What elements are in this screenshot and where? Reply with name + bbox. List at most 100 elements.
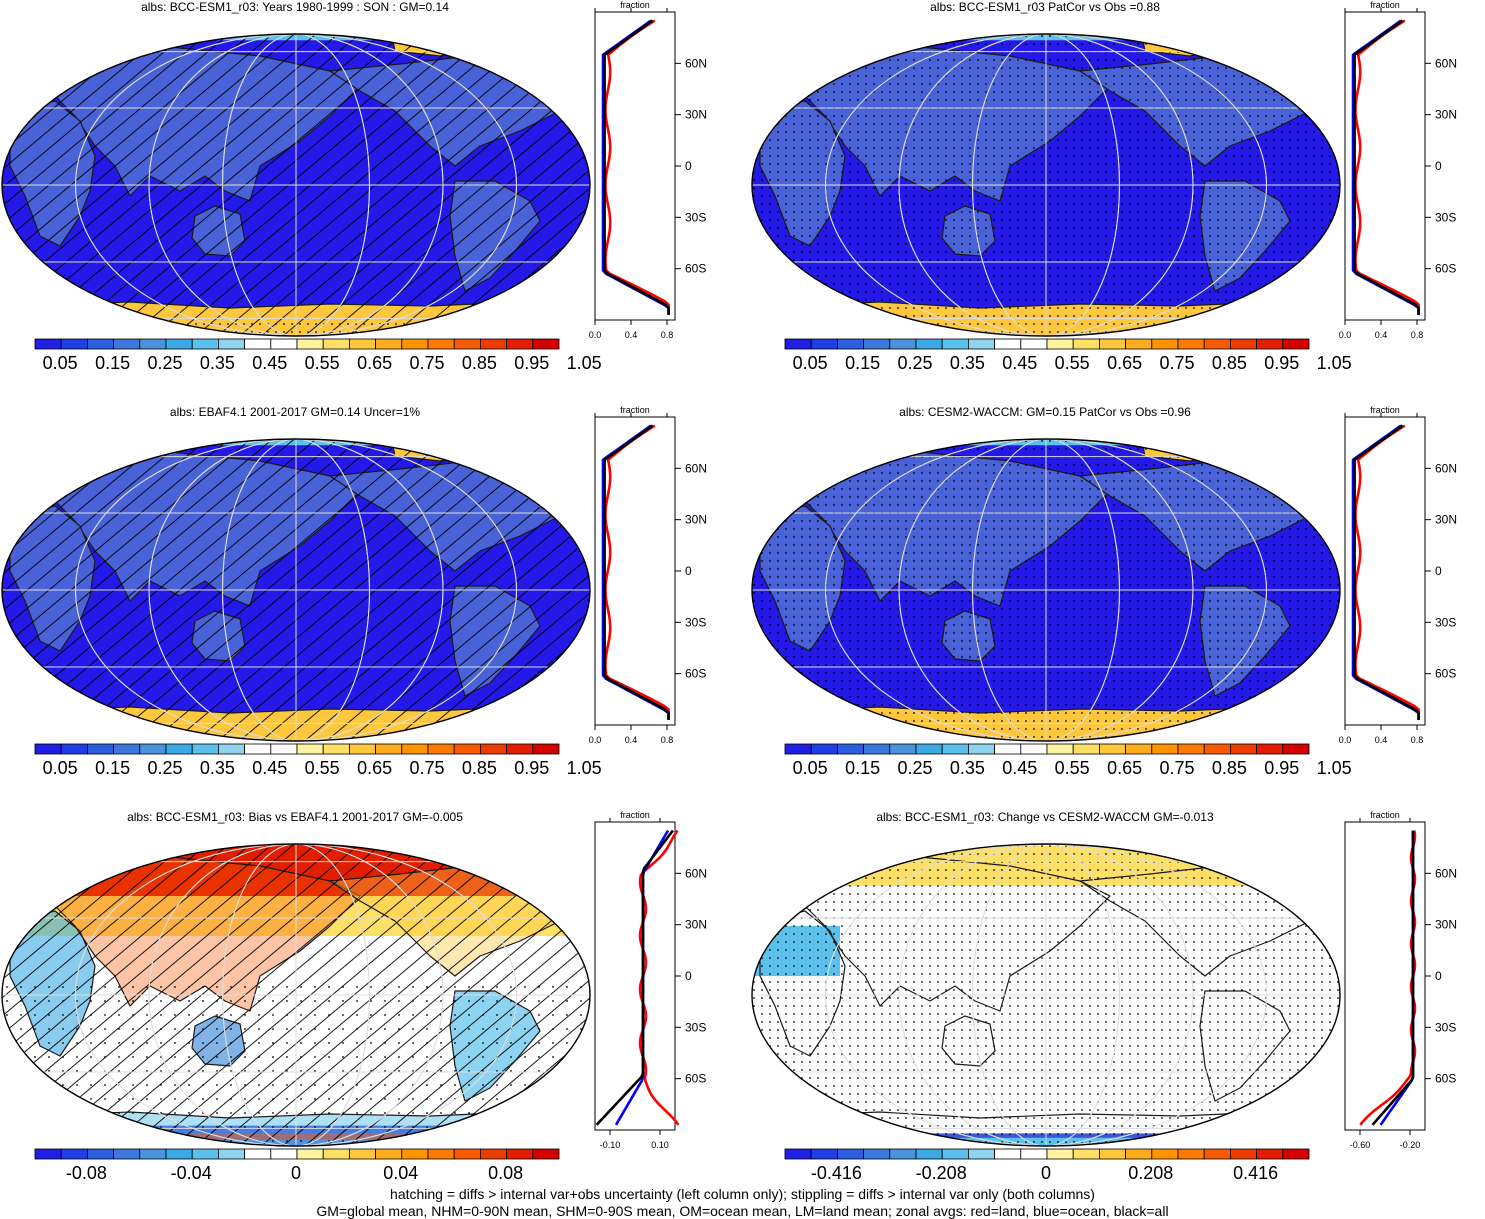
colorbar-tick-label: -0.08 — [65, 1163, 107, 1183]
map-title: albs: BCC-ESM1_r03 PatCor vs Obs =0.88 — [930, 0, 1160, 14]
colorbar-swatch — [1072, 1148, 1100, 1160]
zonal-lat-label: 60S — [1435, 667, 1456, 681]
zonal-lat-label: 30N — [1435, 513, 1457, 527]
colorbar-swatch — [191, 743, 219, 755]
zonal-header: fraction — [620, 0, 650, 10]
map — [751, 438, 1341, 742]
zonal-line-ocean — [1351, 424, 1420, 720]
colorbar-tick-label: -0.208 — [915, 1163, 967, 1183]
colorbar-swatch — [139, 1148, 167, 1160]
colorbar-swatch — [348, 1148, 376, 1160]
zonal-line-land — [638, 829, 680, 1126]
colorbar-swatch — [322, 1148, 350, 1160]
zonal-line-all — [603, 424, 670, 720]
zonal-lat-label: 60S — [685, 262, 706, 276]
zonal-lat-label: 60S — [1435, 1072, 1456, 1086]
colorbar-swatch — [1229, 1148, 1257, 1160]
colorbar-swatch — [810, 338, 838, 350]
colorbar-tick-label: 0.65 — [1107, 758, 1143, 778]
colorbar-tick-label: 0.05 — [792, 353, 828, 373]
colorbar-labels: 0.05 0.15 0.25 0.35 0.45 0.55 0.65 0.75 0.85 0.95… — [34, 757, 602, 781]
colorbar-swatch — [60, 1148, 88, 1160]
zonal-lat-label: 60N — [1435, 56, 1457, 70]
colorbar-swatch — [915, 338, 943, 350]
map-outline — [1, 438, 591, 742]
colorbar-swatch — [784, 1148, 812, 1160]
colorbar-swatch — [1256, 743, 1284, 755]
map — [751, 843, 1341, 1147]
colorbar-swatch — [506, 743, 534, 755]
zonal-line-ocean — [601, 19, 670, 315]
zonal-line-all — [1353, 424, 1420, 720]
zonal-x-tick-label: 0.8 — [1411, 330, 1424, 340]
zonal-x-tick-label: 0.10 — [651, 1140, 669, 1150]
colorbar-tick-label: 0.35 — [949, 758, 985, 778]
zonal-line-land — [1359, 830, 1417, 1126]
colorbar-swatch — [1229, 338, 1257, 350]
colorbar — [34, 743, 560, 755]
colorbar-tick-label: 0 — [290, 1163, 302, 1183]
colorbar-swatch — [87, 338, 115, 350]
colorbar-swatch — [270, 1148, 298, 1160]
zonal-lat-label: 0 — [685, 564, 692, 578]
colorbar-tick-label: 0.05 — [792, 758, 828, 778]
colorbar-swatch — [165, 338, 193, 350]
colorbar-tick-label: 0.85 — [1211, 353, 1247, 373]
colorbar-tick-label: 0.45 — [252, 353, 288, 373]
map-outline — [1, 33, 591, 337]
colorbar-swatch — [967, 1148, 995, 1160]
map-outline — [751, 438, 1341, 742]
colorbar-swatch — [863, 1148, 891, 1160]
colorbar-swatch — [810, 1148, 838, 1160]
map-field — [2, 844, 590, 1146]
zonal-x-tick-label: 0.0 — [1339, 330, 1352, 340]
zonal-line-all — [1371, 830, 1415, 1126]
zonal-x-tick-label: 0.0 — [1339, 735, 1352, 745]
colorbar-swatch — [1151, 743, 1179, 755]
zonal-lat-label: 30N — [1435, 108, 1457, 122]
colorbar-swatch — [1098, 338, 1126, 350]
colorbar-swatch — [427, 338, 455, 350]
map — [751, 33, 1341, 337]
map — [1, 843, 591, 1147]
zonal-mean-plot: fraction 60N 30N 0 30S 60S 0.0 0.4 0.8 — [589, 405, 707, 745]
colorbar-swatch — [217, 1148, 245, 1160]
colorbar-swatch — [1151, 1148, 1179, 1160]
colorbar-tick-label: 0.55 — [304, 758, 340, 778]
colorbar-tick-label: 0.15 — [845, 758, 881, 778]
colorbar-swatch — [1203, 743, 1231, 755]
zonal-line-land — [604, 424, 670, 720]
graticule — [752, 34, 1340, 336]
zonal-lat-label: 60N — [685, 56, 707, 70]
zonal-lat-label: 0 — [685, 969, 692, 983]
zonal-line-ocean — [601, 424, 670, 720]
map-outline — [751, 843, 1341, 1147]
colorbar-swatch — [1256, 1148, 1284, 1160]
colorbar-swatch — [994, 743, 1022, 755]
map — [1, 33, 591, 337]
colorbar-swatch — [1203, 338, 1231, 350]
colorbar-tick-label: 0.35 — [199, 353, 235, 373]
colorbar-swatch — [244, 743, 272, 755]
zonal-lat-label: 30N — [685, 918, 707, 932]
colorbar-swatch — [427, 743, 455, 755]
colorbar-swatch — [837, 1148, 865, 1160]
panel-model-mean: albs: BCC-ESM1_r03: Years 1980-1999 : SO… — [0, 0, 742, 406]
map-title: albs: EBAF4.1 2001-2017 GM=0.14 Uncer=1% — [169, 405, 421, 419]
colorbar-swatch — [1098, 743, 1126, 755]
colorbar-swatch — [217, 743, 245, 755]
zonal-lat-label: 30S — [1435, 615, 1456, 629]
colorbar-tick-label: 1.05 — [1316, 758, 1352, 778]
colorbar-swatch — [479, 1148, 507, 1160]
zonal-x-tick-label: 0.4 — [1375, 735, 1388, 745]
map-title: albs: BCC-ESM1_r03: Years 1980-1999 : SO… — [141, 0, 449, 14]
colorbar-tick-label: 0.75 — [1159, 758, 1195, 778]
colorbar-swatch — [113, 1148, 141, 1160]
colorbar-swatch — [863, 743, 891, 755]
colorbar-tick-label: 0.45 — [1002, 353, 1038, 373]
zonal-lat-label: 30S — [1435, 210, 1456, 224]
zonal-lat-label: 30N — [685, 108, 707, 122]
zonal-lat-label: 30N — [685, 513, 707, 527]
colorbar-swatch — [837, 743, 865, 755]
colorbar — [34, 338, 560, 350]
